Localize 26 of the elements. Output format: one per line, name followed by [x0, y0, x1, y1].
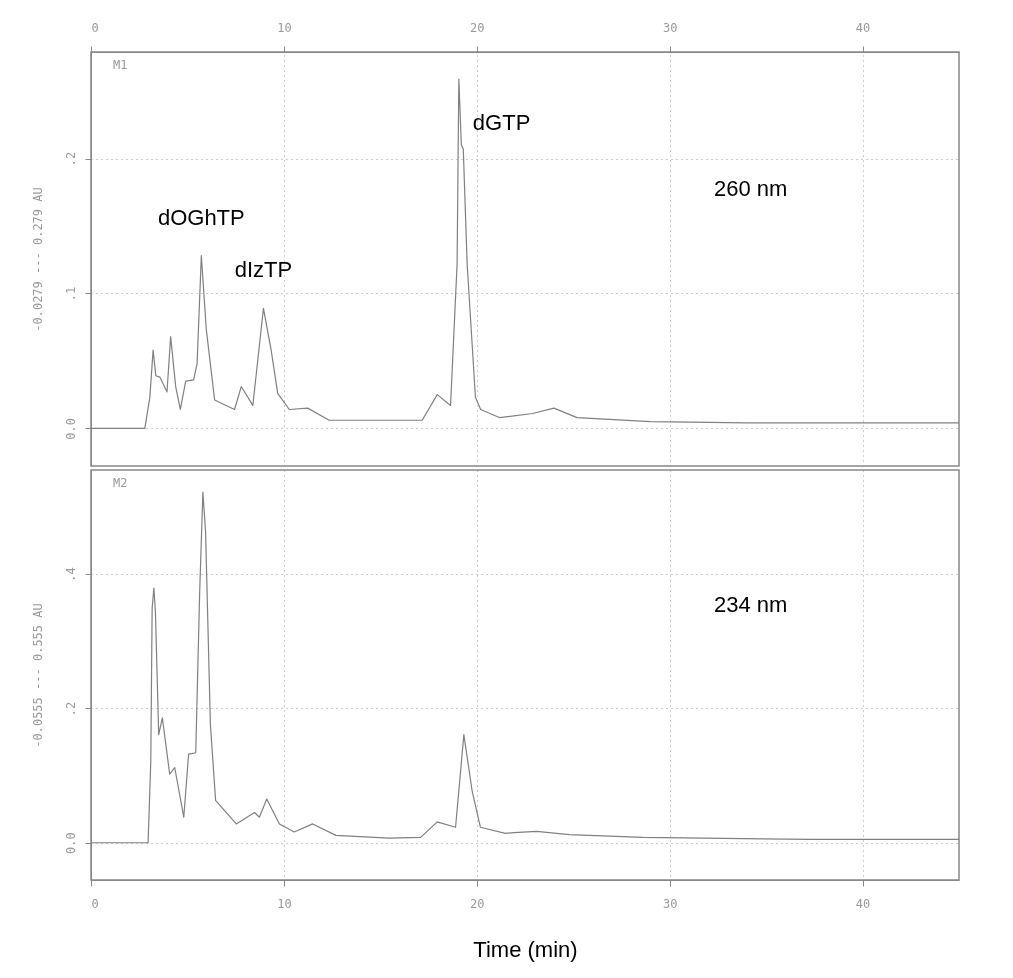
x-tick-label: 0 — [91, 896, 99, 911]
y-axis-title: -0.0555 --- 0.555 AU — [30, 603, 45, 748]
x-tick-label: 20 — [470, 896, 485, 911]
text: 260 nm — [713, 175, 788, 201]
y-tick-label: 0.0 — [63, 418, 78, 440]
x-tick-label: 0 — [91, 20, 99, 35]
y-tick-label: .2 — [63, 151, 78, 167]
x-tick-label: 10 — [277, 896, 292, 911]
y-axis-title: -0.0279 --- 0.279 AU — [30, 187, 45, 332]
y-tick-label: .4 — [63, 567, 78, 582]
x-tick-label: 20 — [470, 20, 485, 35]
x-tick-label: 40 — [855, 20, 871, 35]
y-tick-label: .2 — [63, 701, 78, 717]
text: M2 — [113, 476, 128, 490]
x-tick-label: 30 — [662, 20, 678, 35]
annotation: dIzTP — [234, 257, 293, 283]
annotation: dOGhTP — [157, 204, 245, 230]
x-tick-label: 30 — [662, 896, 678, 911]
y-tick-label: .1 — [63, 286, 78, 302]
chart-title: M1 — [113, 58, 128, 72]
annotation: dGTP — [472, 109, 531, 135]
x-tick-label: 10 — [277, 20, 292, 35]
text: 234 nm — [713, 592, 788, 618]
y-tick-label: 0.0 — [63, 832, 78, 855]
x-tick-label: 40 — [855, 896, 871, 911]
x-axis-title: Time (min) — [473, 936, 578, 962]
